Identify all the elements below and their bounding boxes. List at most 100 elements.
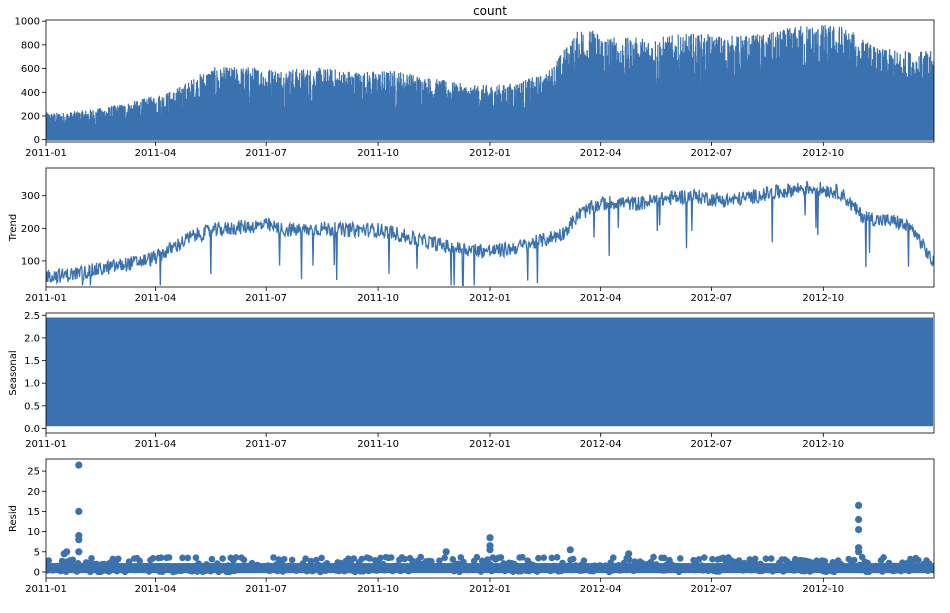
resid-point	[473, 553, 481, 561]
resid-point	[350, 555, 358, 562]
resid-point	[436, 557, 443, 564]
resid-point	[184, 554, 192, 562]
x-tick-label: 2012-07	[690, 439, 732, 450]
x-tick-label: 2011-07	[245, 584, 287, 595]
resid-point	[46, 557, 52, 564]
y-tick-label: 20	[27, 487, 40, 498]
resid-point	[519, 553, 526, 561]
resid-outlier-point	[855, 501, 863, 509]
resid-point	[313, 556, 320, 564]
resid-point	[650, 553, 657, 561]
resid-point	[417, 553, 425, 561]
x-tick-label: 2012-07	[690, 584, 732, 595]
x-tick-label: 2011-01	[25, 439, 67, 450]
resid-point	[240, 556, 248, 564]
resid-point	[497, 554, 505, 561]
resid-point	[677, 555, 684, 562]
x-tick-label: 2012-01	[469, 584, 511, 595]
resid-point	[535, 554, 542, 562]
resid-point	[409, 557, 416, 565]
x-tick-label: 2012-01	[469, 148, 511, 159]
x-tick-label: 2012-07	[690, 293, 732, 304]
resid-point	[366, 555, 374, 562]
resid-outlier-point	[75, 461, 83, 469]
x-tick-label: 2011-01	[25, 584, 67, 595]
resid-point	[165, 554, 173, 561]
resid-point	[569, 555, 577, 563]
resid-outlier-point	[625, 550, 633, 558]
resid-point	[626, 556, 633, 564]
panel-trend: 100 200 300 2011-01 2011-04 2011-07 2011-10 201…	[8, 167, 935, 304]
resid-outlier-point	[75, 507, 83, 515]
resid-point	[709, 555, 716, 563]
y-tick-label: 0.5	[24, 401, 40, 412]
panel-seasonal: 0.0 0.5 1.0 1.5 2.0 2.5 2011-01 2011-04 2011-07 2…	[8, 311, 935, 450]
x-tick-label: 2011-01	[25, 148, 67, 159]
y-tick-label: 200	[21, 224, 40, 235]
resid-point	[441, 554, 449, 562]
resid-point	[149, 555, 157, 562]
x-tick-label: 2012-07	[690, 148, 732, 159]
resid-outlier-point	[63, 548, 71, 556]
resid-point	[695, 556, 703, 563]
observed-series	[46, 25, 934, 141]
x-tick-label: 2012-04	[580, 148, 622, 159]
resid-point	[767, 555, 775, 562]
y-tick-label: 600	[21, 64, 40, 75]
resid-point	[136, 557, 143, 565]
resid-point	[401, 555, 408, 563]
resid-point	[548, 554, 556, 562]
resid-point	[358, 555, 366, 563]
resid-outlier-point	[75, 548, 83, 556]
x-tick-label: 2012-04	[580, 584, 622, 595]
resid-point	[751, 555, 759, 563]
trend-series	[46, 180, 934, 287]
y-tick-label: 5	[34, 547, 40, 558]
resid-outlier-point	[75, 536, 83, 544]
y-axis-label: Seasonal	[8, 350, 19, 395]
x-tick-label: 2011-04	[135, 584, 177, 595]
resid-point	[610, 554, 617, 561]
resid-point	[280, 555, 288, 563]
resid-point	[157, 554, 165, 561]
resid-point	[553, 554, 561, 561]
x-tick-label: 2011-10	[357, 293, 399, 304]
resid-point	[821, 557, 829, 565]
observed-count-line	[46, 25, 934, 140]
resid-point	[192, 554, 200, 561]
y-tick-label: 800	[21, 40, 40, 51]
resid-point	[318, 554, 325, 562]
x-tick-label: 2012-10	[802, 293, 844, 304]
resid-series	[46, 461, 934, 576]
resid-outlier-point	[486, 534, 494, 542]
resid-point	[115, 555, 122, 563]
y-tick-label: 300	[21, 191, 40, 202]
x-tick-label: 2011-07	[245, 293, 287, 304]
y-tick-label: 2.5	[24, 311, 40, 322]
resid-point	[307, 557, 315, 565]
x-tick-label: 2011-10	[357, 148, 399, 159]
resid-outlier-point	[855, 548, 863, 556]
x-tick-label: 2012-10	[802, 439, 844, 450]
resid-point	[345, 555, 352, 562]
resid-point	[88, 555, 95, 562]
resid-point	[377, 554, 384, 562]
y-tick-label: 1.5	[24, 356, 40, 367]
x-tick-label: 2011-07	[245, 439, 287, 450]
y-tick-label: 1000	[15, 17, 40, 28]
x-tick-label: 2012-04	[580, 293, 622, 304]
y-tick-label: 0.0	[24, 424, 40, 435]
resid-point	[387, 554, 395, 561]
resid-dense-band	[46, 563, 934, 574]
x-tick-label: 2011-04	[135, 148, 177, 159]
resid-point	[179, 554, 186, 562]
resid-point	[428, 558, 435, 565]
x-tick-label: 2012-10	[802, 148, 844, 159]
seasonal-series	[46, 317, 933, 427]
resid-outlier-point	[566, 546, 574, 554]
resid-outlier-point	[855, 526, 863, 534]
resid-point	[69, 556, 77, 564]
resid-point	[762, 555, 770, 562]
y-tick-label: 200	[21, 111, 40, 122]
